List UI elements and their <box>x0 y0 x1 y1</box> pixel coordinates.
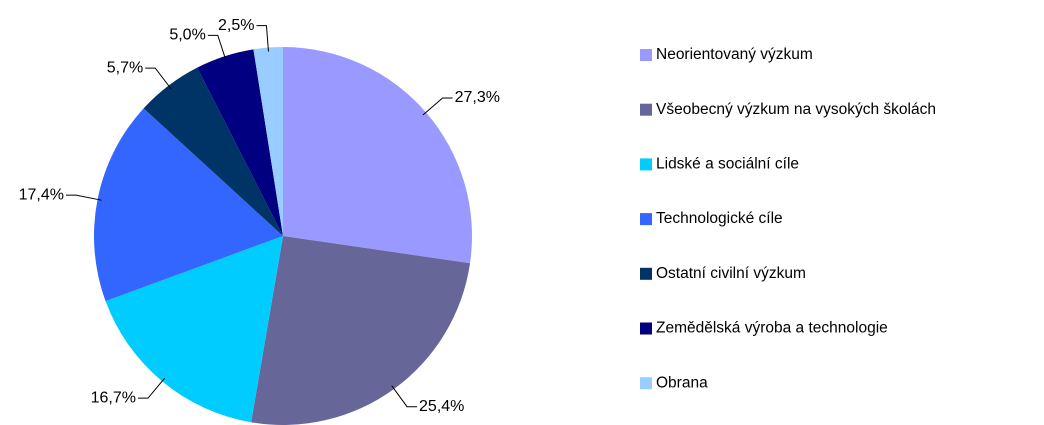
leader-line <box>137 377 166 399</box>
leader-line <box>256 25 269 52</box>
legend-label: Neorientovaný výzkum <box>656 46 813 63</box>
data-label: 17,4% <box>19 186 64 203</box>
legend-swatch <box>640 377 652 390</box>
pie-slice <box>105 236 283 423</box>
legend-label: Všeobecný výzkum na vysokých školách <box>656 101 936 118</box>
pie-slice <box>143 67 283 237</box>
data-label: 25,4% <box>419 398 464 415</box>
data-label: 16,7% <box>91 389 136 406</box>
pie-slice <box>94 108 283 302</box>
leader-line <box>207 34 227 61</box>
legend-label: Obrana <box>656 374 708 391</box>
legend-swatch <box>640 322 652 335</box>
pie-slice <box>251 236 471 425</box>
pie-slice <box>253 47 283 236</box>
data-label: 5,7% <box>107 59 143 76</box>
legend-swatch <box>640 103 652 116</box>
leader-line <box>391 385 418 408</box>
data-label: 27,3% <box>455 89 500 106</box>
legend-swatch <box>640 213 652 226</box>
leader-line <box>145 67 172 90</box>
pie-slice <box>283 47 472 264</box>
leader-line <box>65 194 102 201</box>
leader-line <box>422 97 453 116</box>
legend-swatch <box>640 267 652 280</box>
pie-slice <box>197 49 283 236</box>
legend-label: Technologické cíle <box>656 210 783 227</box>
legend-label: Lidské a sociální cíle <box>656 155 799 172</box>
legend-label: Ostatní civilní výzkum <box>656 265 806 282</box>
data-label: 2,5% <box>218 17 254 34</box>
legend-label: Zemědělská výroba a technologie <box>656 320 888 337</box>
legend-swatch <box>640 49 652 61</box>
legend-swatch <box>640 158 652 171</box>
data-label: 5,0% <box>169 27 205 44</box>
